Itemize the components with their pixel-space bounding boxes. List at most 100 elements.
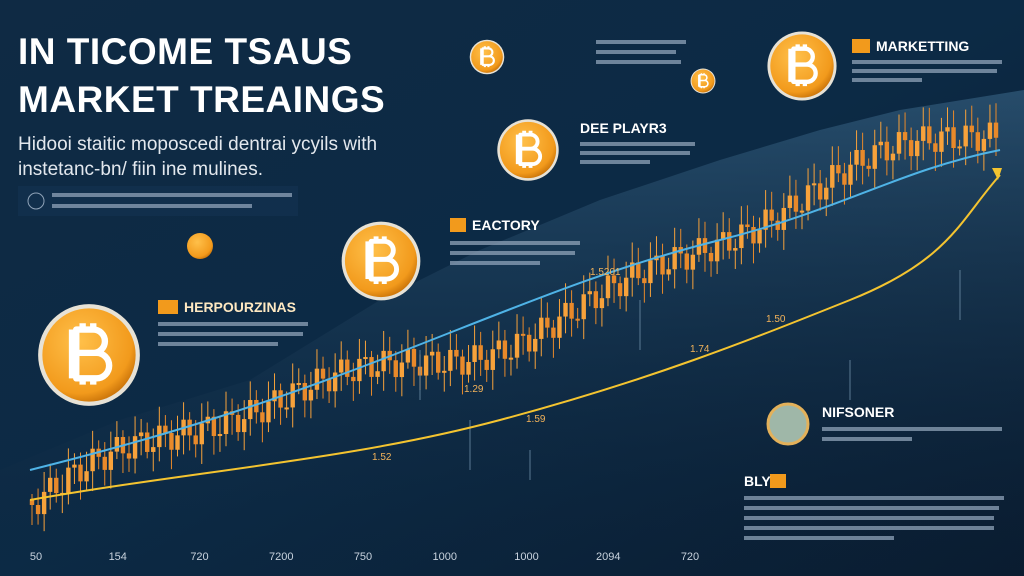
candle-body [993, 122, 999, 138]
candle-body [163, 425, 168, 434]
candle-body [193, 435, 198, 445]
candle-body [690, 254, 696, 270]
candle-body [636, 262, 641, 279]
candle-body [102, 456, 107, 470]
subtitle-line: instetanc-bn/ fiin ine mulines. [18, 159, 263, 180]
candle-body [302, 383, 308, 401]
candle-body [175, 435, 180, 450]
annotation: 1.74 [690, 344, 710, 355]
candle-body [35, 505, 41, 515]
candle-body [393, 360, 398, 378]
candle-body [357, 358, 362, 382]
candle-body [314, 368, 320, 390]
candle-body [290, 383, 295, 408]
candle-body [169, 433, 174, 450]
candle-body [957, 146, 962, 149]
candle-body [84, 471, 89, 482]
candle-body [563, 302, 568, 317]
candle-body [793, 195, 799, 212]
candle-body [29, 500, 35, 505]
candle-body [520, 333, 526, 336]
coin [38, 304, 140, 406]
section-label: DEE PLAYR3 [580, 120, 667, 136]
candle-body [235, 414, 241, 433]
candle-body [611, 275, 617, 284]
candle-body [448, 349, 453, 371]
candle-body [320, 368, 326, 379]
candle-body [533, 338, 538, 352]
candle-body [945, 127, 950, 132]
section-icon [852, 39, 870, 53]
candle-body [339, 359, 344, 373]
candle-body [557, 316, 562, 338]
candle-body [242, 419, 247, 433]
candle-body [66, 467, 71, 493]
candle-body [508, 357, 514, 360]
candle-body [884, 141, 890, 161]
candle-body [787, 195, 793, 208]
candle-body [848, 164, 853, 185]
candle-body [539, 317, 544, 339]
candle-body [727, 232, 732, 251]
candle-body [824, 187, 829, 200]
candle-body [345, 359, 350, 377]
candle-body [490, 349, 495, 370]
candle-body [708, 252, 714, 262]
candle-body [769, 209, 774, 221]
section-label: HERPOURZINAS [184, 299, 296, 315]
candle-body [866, 165, 871, 169]
candle-body [587, 291, 592, 295]
candle-body [630, 262, 635, 278]
title-line: MARKET TREAINGS [18, 79, 385, 120]
annotation: 1.52 [372, 452, 392, 463]
candle-body [951, 127, 956, 149]
candle-body [842, 173, 847, 185]
candle-body [757, 229, 762, 244]
x-axis-label: 7200 [269, 551, 293, 563]
candle-body [411, 348, 417, 367]
candle-body [599, 298, 605, 309]
candle-body [187, 419, 192, 436]
candle-body [605, 275, 611, 299]
annotation: 1.29 [464, 384, 484, 395]
candle-body [781, 207, 786, 230]
section-label: EACTORY [472, 217, 540, 233]
x-axis-label: 720 [190, 551, 208, 563]
candle-body [90, 448, 95, 472]
candle-body [217, 434, 223, 437]
coin [496, 118, 560, 182]
x-axis-label: 1000 [514, 551, 538, 563]
candle-body [460, 356, 465, 375]
annotation: 1.59 [526, 414, 546, 425]
candle-body [623, 277, 629, 297]
candle-body [199, 423, 204, 445]
section-label: NIFSONER [822, 404, 894, 420]
candle-body [296, 383, 301, 386]
candle-body [872, 145, 877, 169]
candle-body [860, 150, 865, 166]
candle-body [969, 125, 974, 133]
candle-body [921, 126, 926, 141]
candle-body [151, 447, 156, 452]
candle-body [545, 317, 550, 328]
candle-body [914, 140, 920, 157]
x-axis-label: 50 [30, 551, 42, 563]
section-label: MARKETTING [876, 38, 969, 54]
section-icon [450, 218, 466, 232]
candle-body [569, 302, 574, 319]
candle-body [363, 357, 368, 360]
candle-body [908, 140, 914, 157]
candle-body [896, 132, 902, 154]
x-axis: 50 154 720 7200 750 1000 1000 2094 720 [30, 551, 699, 563]
annotation: 1.5201 [590, 267, 621, 278]
candle-body [326, 378, 332, 392]
candle-body [399, 362, 405, 378]
candle-body [405, 348, 411, 363]
candle-body [514, 333, 520, 358]
coin-small [187, 233, 213, 259]
backdrop-area [0, 90, 1024, 576]
candle-body [799, 210, 805, 213]
candle-body [114, 437, 120, 452]
subtitle-line: Hidooi staitic moposcedi dentrai ycyils … [18, 134, 377, 155]
